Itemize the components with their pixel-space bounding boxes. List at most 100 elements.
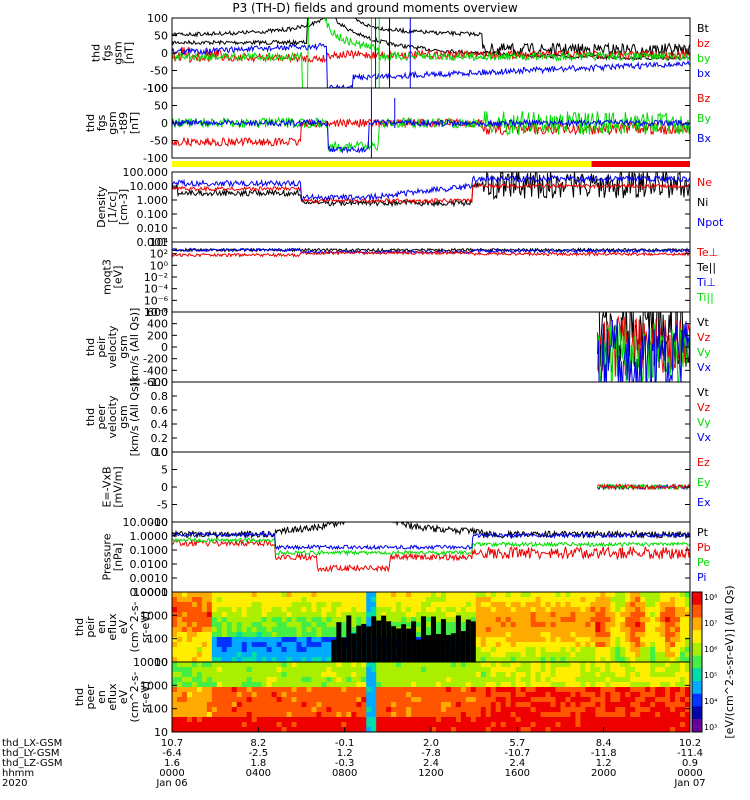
heat-cell — [545, 607, 552, 613]
heat-cell — [276, 702, 283, 708]
heat-cell — [236, 722, 243, 728]
heat-cell — [640, 617, 646, 623]
heat-cell — [176, 632, 183, 638]
heat-cell — [181, 642, 188, 648]
heat-cell — [311, 702, 318, 708]
heat-cell — [431, 616, 437, 662]
heat-cell — [675, 617, 681, 623]
heat-cell — [440, 717, 447, 723]
heat-cell — [186, 592, 193, 598]
heat-cell — [181, 682, 188, 688]
heat-cell — [675, 677, 681, 683]
heat-cell — [590, 607, 596, 613]
heat-cell — [535, 617, 542, 623]
heat-cell — [421, 682, 427, 688]
heat-cell — [191, 592, 198, 598]
heat-cell — [386, 597, 392, 603]
heat-cell — [181, 617, 188, 623]
heat-cell — [351, 722, 357, 728]
heat-cell — [361, 597, 367, 603]
heat-cell — [445, 597, 452, 603]
heat-cell — [485, 722, 492, 728]
heat-cell — [485, 702, 492, 708]
heat-cell — [266, 607, 273, 613]
heat-cell — [281, 707, 288, 713]
heat-cell — [271, 662, 278, 668]
heat-cell — [515, 592, 522, 598]
heat-cell — [316, 657, 323, 662]
heat-cell — [505, 657, 512, 662]
heat-cell — [301, 712, 308, 718]
heat-cell — [570, 627, 577, 633]
heat-cell — [545, 712, 552, 718]
heat-cell — [505, 647, 512, 653]
heat-cell — [570, 672, 577, 678]
heat-cell — [555, 707, 562, 713]
heat-cell — [605, 702, 611, 708]
heat-cell — [216, 632, 223, 638]
heat-cell — [665, 622, 671, 628]
heat-cell — [565, 692, 572, 698]
heat-cell — [251, 662, 258, 668]
heat-cell — [600, 642, 606, 648]
heat-cell — [470, 727, 477, 732]
panel-data — [596, 312, 690, 382]
heat-cell — [331, 672, 337, 678]
heat-cell — [356, 662, 362, 668]
heat-cell — [201, 627, 208, 633]
heat-cell — [455, 717, 462, 723]
heat-cell — [201, 707, 208, 713]
heat-cell — [585, 627, 591, 633]
heat-cell — [296, 667, 303, 673]
heat-cell — [271, 632, 278, 638]
heat-cell — [670, 727, 676, 732]
heat-cell — [391, 722, 397, 728]
heat-cell — [635, 612, 641, 618]
heat-cell — [366, 702, 372, 708]
heat-cell — [440, 619, 447, 662]
line-Bz — [172, 117, 690, 148]
heat-cell — [406, 677, 412, 683]
heat-cell — [236, 702, 243, 708]
heat-cell — [246, 707, 253, 713]
heat-cell — [660, 707, 666, 713]
heat-cell — [630, 677, 636, 683]
heat-cell — [545, 657, 552, 662]
heat-cell — [291, 727, 298, 732]
heat-cell — [565, 712, 572, 718]
heat-cell — [321, 612, 328, 618]
heat-cell — [585, 677, 591, 683]
heat-cell — [281, 687, 288, 693]
heat-cell — [590, 722, 596, 728]
heat-cell — [191, 707, 198, 713]
heat-cell — [236, 607, 243, 613]
heat-cell — [211, 727, 218, 732]
xtick-label: 0400 — [246, 768, 271, 779]
ylabel-line: thd — [73, 618, 86, 636]
heat-cell — [336, 617, 342, 623]
heat-cell — [231, 662, 238, 668]
heat-cell — [201, 677, 208, 683]
colorbar-label: 10⁸ — [704, 593, 717, 602]
heat-cell — [595, 612, 601, 618]
heat-cell — [276, 712, 283, 718]
heat-cell — [176, 687, 183, 693]
heat-cell — [495, 592, 502, 598]
heat-cell — [650, 602, 656, 608]
heat-cell — [530, 642, 537, 648]
heat-cell — [675, 682, 681, 688]
heat-cell — [505, 682, 512, 688]
ytick-label: -10 — [150, 516, 168, 529]
heat-cell — [391, 672, 397, 678]
heat-cell — [605, 612, 611, 618]
heat-cell — [216, 602, 223, 608]
heat-cell — [600, 697, 606, 703]
heat-cell — [520, 617, 527, 623]
heat-cell — [196, 642, 203, 648]
heat-cell — [331, 607, 337, 613]
heat-cell — [500, 592, 507, 598]
heat-cell — [172, 652, 178, 658]
heat-cell — [490, 637, 497, 643]
heat-cell — [665, 662, 671, 668]
heat-cell — [276, 617, 283, 623]
